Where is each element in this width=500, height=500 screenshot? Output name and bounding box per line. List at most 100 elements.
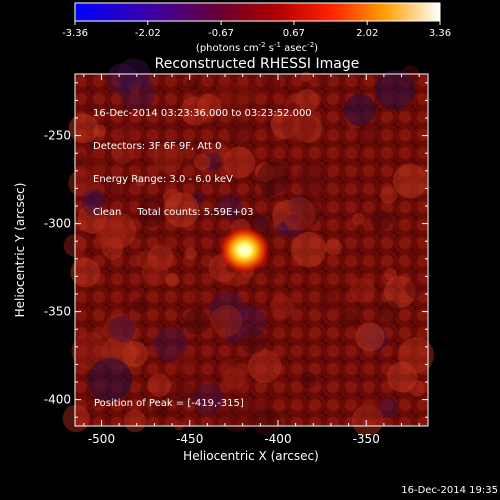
y-tick-label: -300: [44, 217, 71, 231]
texture-blob: [260, 183, 276, 198]
annotation-counts: Clean Total counts: 5.59E+03: [93, 207, 254, 218]
annotation-detectors: Detectors: 3F 6F 9F, Att 0: [93, 141, 222, 152]
texture-blob: [284, 93, 306, 116]
texture-blob: [264, 266, 279, 281]
texture-blob: [234, 305, 267, 338]
x-tick-label: -500: [88, 432, 115, 446]
texture-blob: [136, 197, 166, 228]
x-tick-label: -400: [264, 432, 291, 446]
texture-blob: [299, 116, 326, 143]
texture-blob: [360, 399, 383, 421]
texture-blob: [401, 177, 424, 200]
y-axis-label: Heliocentric Y (arcsec): [13, 183, 27, 318]
texture-blob: [153, 326, 188, 361]
heatmap-image: [62, 58, 435, 437]
colorbar-tick-label: -0.67: [208, 28, 234, 39]
heatmap-texture: [62, 58, 435, 437]
colorbar-ticks: -3.36 -2.02 -0.67 0.67 2.02 3.36: [62, 21, 451, 39]
texture-blob: [111, 141, 135, 165]
texture-blob: [235, 151, 257, 173]
colorbar-tick-label: -2.02: [135, 28, 161, 39]
colorbar: -3.36 -2.02 -0.67 0.67 2.02 3.36: [62, 2, 451, 39]
texture-blob: [240, 327, 267, 355]
texture-blob: [408, 380, 425, 397]
texture-blob: [355, 322, 385, 352]
texture-blob: [169, 380, 197, 407]
observation-annotations: 16-Dec-2014 03:23:36.000 to 03:23:52.000…: [93, 86, 312, 229]
texture-blob: [289, 196, 321, 228]
texture-blob: [210, 168, 221, 179]
x-axis-label: Heliocentric X (arcsec): [183, 449, 319, 463]
texture-blob: [118, 124, 137, 142]
texture-blob: [377, 397, 399, 419]
texture-blob: [119, 73, 156, 110]
texture-blob: [295, 88, 320, 113]
texture-blob: [238, 214, 249, 226]
texture-blob: [193, 153, 211, 171]
texture-blob: [349, 277, 376, 303]
texture-blob: [83, 187, 103, 208]
texture-blob: [270, 109, 300, 140]
texture-blob: [193, 191, 206, 204]
plot-frame: [74, 73, 429, 427]
texture-blob: [210, 304, 243, 337]
texture-blob: [280, 214, 304, 238]
texture-blob: [147, 244, 174, 271]
annotation-time-range: 16-Dec-2014 03:23:36.000 to 03:23:52.000: [93, 108, 312, 119]
texture-blob: [240, 83, 259, 102]
texture-blob: [180, 96, 210, 126]
y-tick-label: -250: [44, 129, 71, 143]
texture-blob: [284, 203, 297, 216]
texture-blob: [296, 161, 330, 195]
texture-blob: [83, 152, 107, 177]
texture-blob: [325, 239, 342, 256]
texture-blob: [370, 209, 392, 231]
texture-blob: [190, 289, 204, 303]
texture-blob: [290, 231, 327, 268]
texture-blob: [288, 195, 307, 214]
texture-blob: [254, 162, 275, 183]
texture-blob: [255, 399, 268, 413]
texture-blob: [219, 397, 255, 432]
texture-blob: [253, 408, 282, 437]
footer-timestamp: 16-Dec-2014 19:35: [401, 485, 498, 496]
texture-blob: [173, 350, 197, 373]
texture-blob: [81, 192, 105, 216]
colorbar-unit-label: (photons cm-2 s-1 asec-2): [196, 41, 318, 54]
texture-blob: [117, 58, 151, 92]
texture-blob: [300, 71, 312, 82]
texture-blob: [151, 399, 169, 417]
texture-blob: [224, 324, 245, 344]
texture-blob: [247, 349, 282, 384]
texture-blob: [254, 215, 269, 230]
texture-blob: [218, 357, 242, 381]
texture-blob: [207, 142, 229, 164]
texture-blob: [101, 237, 124, 260]
annotation-energy-range: Energy Range: 3.0 - 6.0 keV: [93, 174, 233, 185]
texture-blob: [325, 181, 337, 193]
texture-blob: [217, 194, 243, 220]
texture-blob: [192, 383, 224, 415]
texture-blob: [281, 196, 316, 231]
texture-blob: [275, 223, 289, 236]
texture-blob: [361, 325, 388, 352]
texture-blob: [184, 247, 197, 260]
colorbar-gradient: [74, 2, 441, 22]
texture-blob: [165, 273, 180, 287]
texture-blob: [95, 218, 128, 250]
colorbar-tick-label: 0.67: [283, 28, 305, 39]
texture-blob: [351, 404, 384, 437]
texture-blob: [223, 146, 256, 179]
texture-blob: [379, 300, 400, 321]
texture-blob: [344, 94, 376, 126]
texture-blob: [397, 337, 435, 374]
texture-blob: [131, 297, 149, 314]
texture-blob: [184, 308, 210, 335]
texture-blob: [163, 192, 200, 228]
texture-blob: [392, 163, 428, 199]
texture-blob: [354, 323, 379, 348]
texture-blob: [316, 72, 331, 86]
y-tick-label: -400: [44, 393, 71, 407]
texture-blob: [99, 211, 137, 249]
